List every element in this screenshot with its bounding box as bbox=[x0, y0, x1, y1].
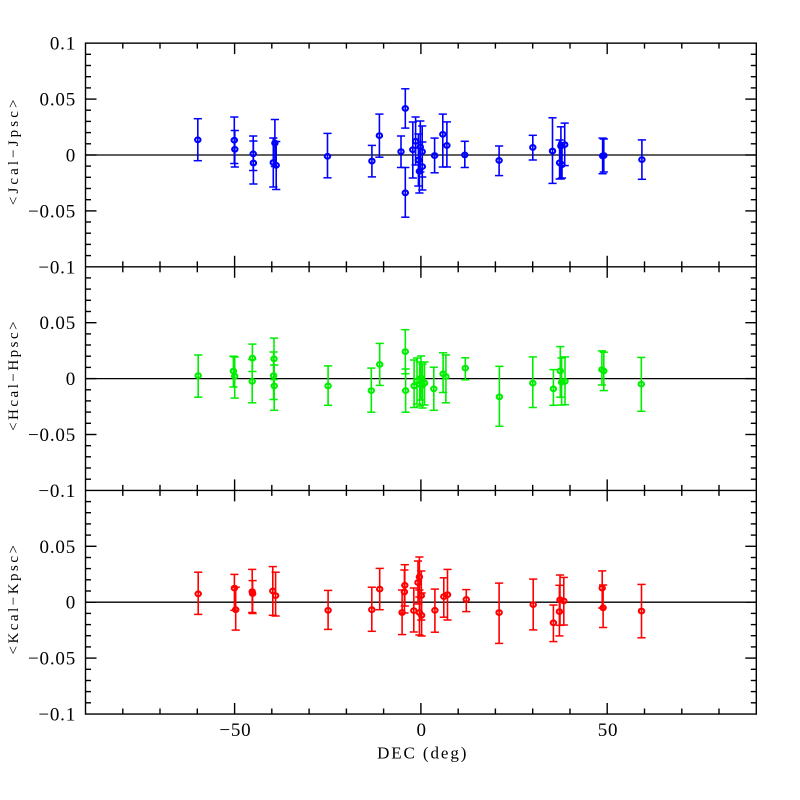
svg-text:DEC (deg): DEC (deg) bbox=[377, 744, 468, 763]
svg-text:0: 0 bbox=[66, 593, 76, 614]
svg-text:<Hcal−Hpsc>: <Hcal−Hpsc> bbox=[6, 319, 22, 431]
svg-text:−0.05: −0.05 bbox=[28, 425, 76, 446]
svg-text:0: 0 bbox=[66, 369, 76, 390]
svg-text:0: 0 bbox=[417, 720, 427, 741]
svg-text:<Kcal−Kpsc>: <Kcal−Kpsc> bbox=[6, 542, 22, 654]
svg-text:−50: −50 bbox=[219, 720, 251, 741]
svg-text:<Jcal−Jpsc>: <Jcal−Jpsc> bbox=[6, 96, 22, 205]
svg-text:0.05: 0.05 bbox=[40, 313, 76, 334]
svg-text:0.05: 0.05 bbox=[40, 90, 76, 111]
svg-text:−0.05: −0.05 bbox=[28, 201, 76, 222]
svg-text:−0.1: −0.1 bbox=[38, 705, 76, 726]
svg-text:−0.05: −0.05 bbox=[28, 649, 76, 670]
svg-text:0.05: 0.05 bbox=[40, 537, 76, 558]
svg-text:0.1: 0.1 bbox=[50, 34, 76, 55]
svg-text:−0.1: −0.1 bbox=[38, 257, 76, 278]
svg-text:0: 0 bbox=[66, 146, 76, 167]
svg-text:−0.1: −0.1 bbox=[38, 481, 76, 502]
svg-text:50: 50 bbox=[598, 720, 619, 741]
